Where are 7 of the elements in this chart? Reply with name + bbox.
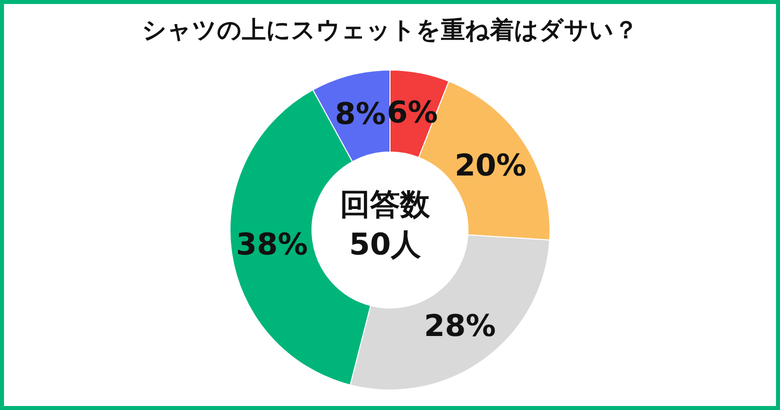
data-label: 20% [454,148,526,184]
text: 回答数 [340,188,431,222]
data-label: 38% [236,227,308,262]
text: 50人 [349,228,422,262]
chart-title: シャツの上にスウェットを重ね着はダサい？ [141,15,639,46]
data-label: 28% [424,308,496,344]
data-label: 8% [334,97,386,132]
